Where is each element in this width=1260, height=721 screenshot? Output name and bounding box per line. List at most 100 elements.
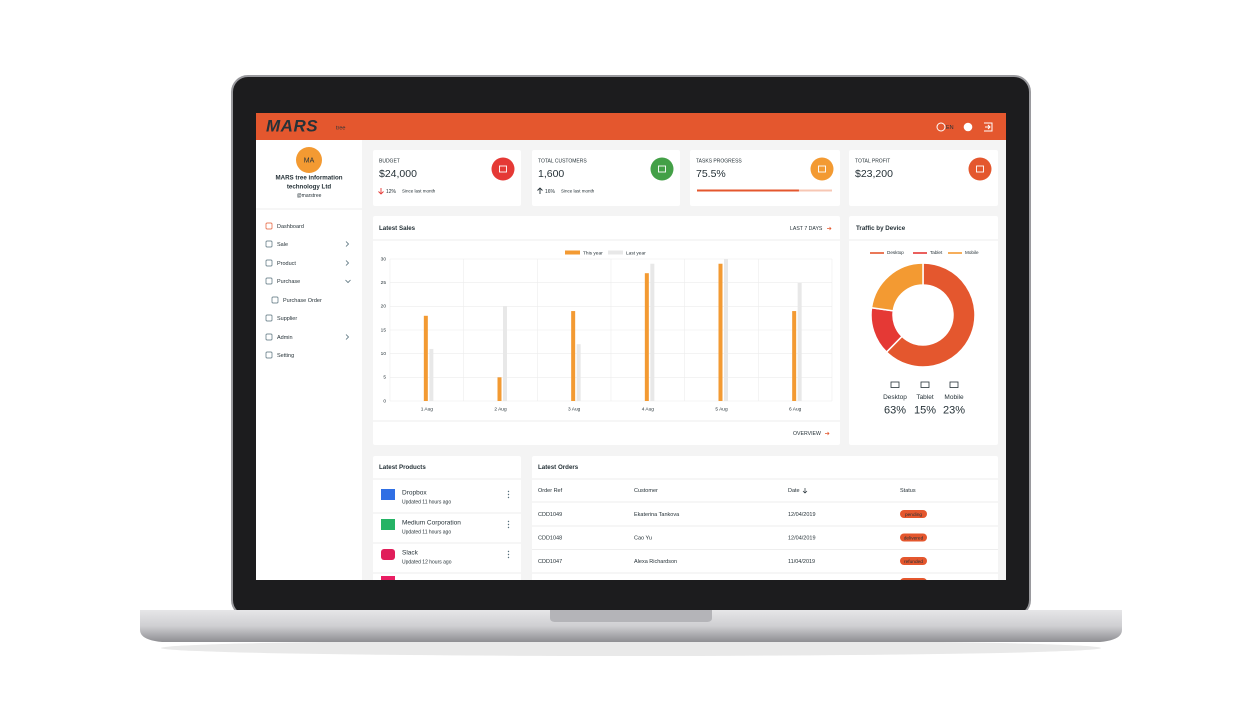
bar bbox=[650, 263, 655, 401]
status-label: refunded bbox=[904, 559, 923, 565]
legend-label: Last year bbox=[626, 250, 646, 256]
order-cell: CDD1048 bbox=[538, 535, 562, 541]
product-name: Slack bbox=[402, 550, 419, 557]
company-handle: @marstree bbox=[297, 193, 322, 199]
logout-icon[interactable] bbox=[984, 122, 993, 132]
stat-icon-glyph bbox=[499, 165, 507, 173]
x-tick-label: 5 Aug bbox=[715, 406, 728, 412]
stat-card bbox=[690, 150, 840, 206]
language-button[interactable]: EN bbox=[946, 125, 954, 131]
menu-item[interactable]: Product bbox=[277, 261, 296, 267]
status-pill bbox=[900, 557, 927, 565]
menu-icon bbox=[265, 222, 273, 230]
menu-item[interactable]: Setting bbox=[277, 353, 294, 359]
y-tick-label: 0 bbox=[383, 398, 386, 404]
device-icon bbox=[949, 381, 959, 388]
order-cell: Alexa Richardson bbox=[634, 559, 677, 565]
card-title: Latest Sales bbox=[379, 225, 416, 232]
bar bbox=[792, 311, 797, 401]
y-tick-label: 15 bbox=[381, 327, 387, 333]
stat-value: 75.5% bbox=[696, 168, 726, 180]
traffic-card bbox=[849, 216, 998, 445]
stat-icon bbox=[650, 157, 674, 181]
card-title: Traffic by Device bbox=[856, 225, 906, 232]
globe-icon bbox=[936, 122, 946, 132]
x-tick-label: 6 Aug bbox=[789, 406, 802, 412]
range-button[interactable]: LAST 7 DAYS bbox=[790, 226, 823, 232]
menu-item[interactable]: Sale bbox=[277, 242, 288, 248]
menu-item[interactable]: Purchase Order bbox=[283, 298, 322, 304]
avatar bbox=[296, 147, 322, 173]
kebab-dot bbox=[507, 490, 510, 493]
stat-note: Since last month bbox=[561, 189, 595, 194]
company-name: MARS tree information bbox=[275, 175, 342, 182]
avatar-initials: MA bbox=[304, 157, 315, 164]
bar bbox=[797, 282, 802, 401]
legend-label: Desktop bbox=[887, 250, 904, 255]
card-title: Latest Products bbox=[379, 464, 426, 471]
stat-icon-glyph bbox=[818, 165, 826, 173]
order-cell: Ekaterina Tankova bbox=[634, 512, 680, 518]
menu-icon bbox=[265, 351, 273, 359]
legend-label: Tablet bbox=[930, 250, 943, 255]
change-arrow bbox=[378, 188, 384, 195]
status-label: delivered bbox=[904, 535, 924, 541]
column-header: Order Ref bbox=[538, 488, 563, 494]
x-tick-label: 2 Aug bbox=[494, 406, 507, 412]
legend-label: This year bbox=[583, 250, 603, 256]
product-updated: Updated 11 hours ago bbox=[402, 529, 451, 535]
device-label: Mobile bbox=[944, 394, 964, 401]
stat-icon-glyph bbox=[976, 165, 984, 173]
bar bbox=[644, 273, 649, 401]
column-header: Status bbox=[900, 488, 916, 494]
stat-label: BUDGET bbox=[379, 158, 400, 164]
product-name: Medium Corporation bbox=[402, 520, 461, 527]
device-icon bbox=[890, 381, 900, 388]
menu-icon bbox=[271, 296, 279, 304]
company-name: technology Ltd bbox=[287, 184, 332, 191]
bar bbox=[503, 306, 507, 401]
product-logo bbox=[381, 549, 395, 560]
kebab-dot bbox=[507, 526, 510, 529]
menu-item[interactable]: Dashboard bbox=[277, 224, 304, 230]
user-icon[interactable] bbox=[963, 122, 973, 132]
stat-card bbox=[373, 150, 521, 206]
products-card bbox=[373, 456, 521, 580]
stat-value: $23,200 bbox=[855, 168, 893, 180]
x-tick-label: 3 Aug bbox=[568, 406, 581, 412]
base-notch bbox=[550, 610, 712, 622]
stat-icon bbox=[491, 157, 515, 181]
stat-change: 12% bbox=[386, 189, 397, 195]
stat-card bbox=[849, 150, 998, 206]
column-header[interactable]: Date bbox=[788, 488, 800, 494]
menu-item[interactable]: Supplier bbox=[277, 316, 297, 322]
order-cell: Cao Yu bbox=[634, 535, 652, 541]
stat-icon-glyph bbox=[658, 165, 666, 173]
change-arrow bbox=[537, 187, 543, 194]
stat-label: TOTAL PROFIT bbox=[855, 158, 890, 164]
stat-icon bbox=[810, 157, 834, 181]
device-icon bbox=[920, 381, 930, 388]
overview-button[interactable]: OVERVIEW bbox=[793, 431, 821, 437]
order-cell: CDD1049 bbox=[538, 512, 562, 518]
y-tick-label: 20 bbox=[381, 304, 387, 310]
product-logo bbox=[381, 489, 395, 500]
stat-value: $24,000 bbox=[379, 168, 417, 180]
legend-label: Mobile bbox=[965, 250, 979, 255]
product-updated: Updated 12 hours ago bbox=[402, 559, 452, 565]
menu-icon bbox=[265, 333, 273, 341]
stat-label: TASKS PROGRESS bbox=[696, 158, 742, 164]
menu-icon bbox=[265, 277, 273, 285]
status-pill bbox=[900, 578, 927, 580]
menu-item[interactable]: Purchase bbox=[277, 279, 300, 285]
menu-item[interactable]: Admin bbox=[277, 335, 293, 341]
bar bbox=[718, 263, 723, 401]
logo: MARS bbox=[266, 116, 318, 135]
column-header: Customer bbox=[634, 488, 658, 494]
bar bbox=[423, 315, 428, 401]
kebab-dot bbox=[507, 550, 510, 553]
shadow bbox=[161, 640, 1101, 656]
logo-sub: tree bbox=[336, 125, 345, 131]
stat-change: 16% bbox=[545, 189, 556, 195]
